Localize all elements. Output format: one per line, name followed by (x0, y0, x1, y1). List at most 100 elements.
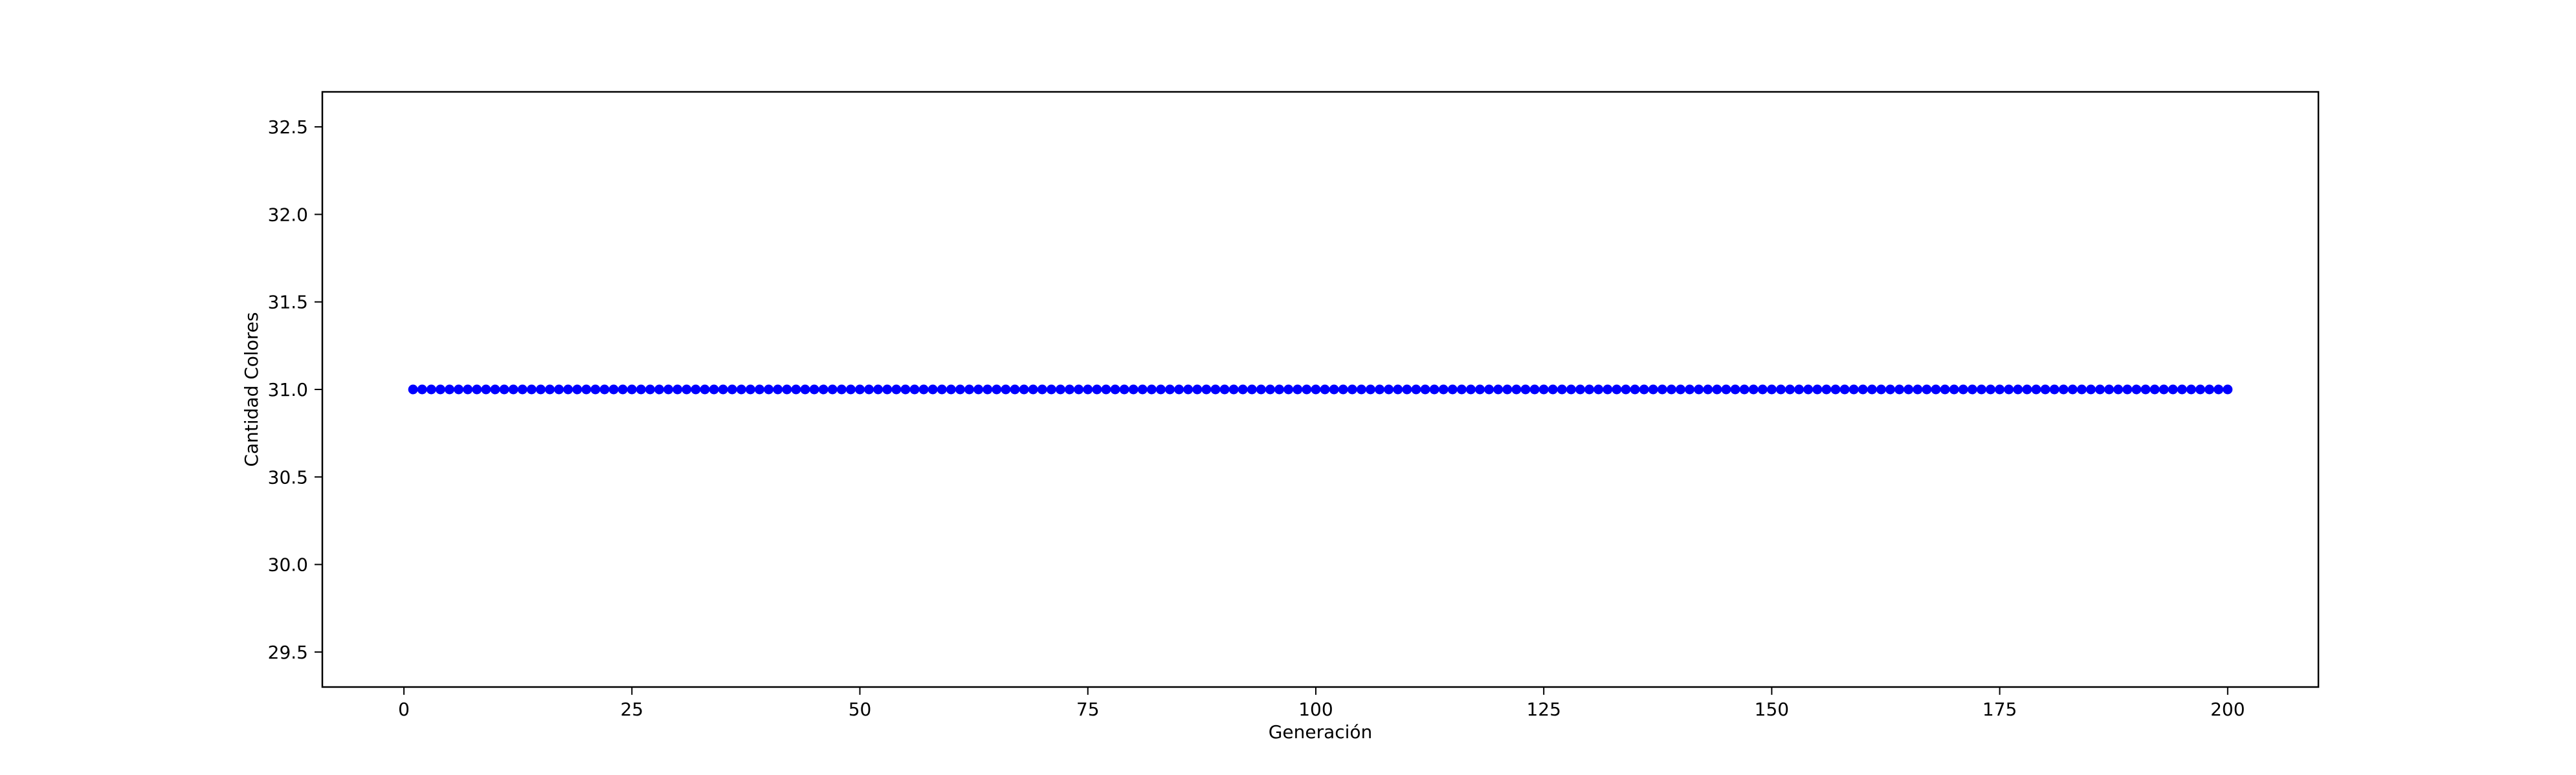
data-point (472, 384, 482, 395)
y-axis: 29.5 30.0 30.5 31.0 31.5 32.0 32.5 (268, 116, 322, 663)
data-point (545, 384, 555, 395)
data-point (964, 384, 975, 395)
data-point (1904, 384, 1914, 395)
data-point (2104, 384, 2115, 395)
data-point (1475, 384, 1485, 395)
data-point (1794, 384, 1804, 395)
data-point (1201, 384, 1212, 395)
data-point (1967, 384, 1977, 395)
data-point (1265, 384, 1276, 395)
data-point (1283, 384, 1294, 395)
data-point (2177, 384, 2187, 395)
data-point (1830, 384, 1841, 395)
data-point (1612, 384, 1622, 395)
data-point (490, 384, 500, 395)
data-point (1219, 384, 1230, 395)
data-point (1110, 384, 1120, 395)
data-point (627, 384, 637, 395)
data-point (2186, 384, 2196, 395)
data-point (1001, 384, 1011, 395)
data-point (1986, 384, 1996, 395)
data-point (1821, 384, 1832, 395)
data-point (1429, 384, 1439, 395)
data-point (1247, 384, 1257, 395)
x-axis: 0 25 50 75 100 125 150 175 200 (398, 687, 2245, 720)
data-point (1293, 384, 1303, 395)
data-point (463, 384, 473, 395)
data-point (1867, 384, 1877, 395)
data-point (2140, 384, 2151, 395)
data-point (1210, 384, 1221, 395)
data-point (1766, 384, 1777, 395)
data-point (700, 384, 710, 395)
data-point (1502, 384, 1513, 395)
data-point (1055, 384, 1065, 395)
data-point (691, 384, 701, 395)
data-point (1019, 384, 1029, 395)
y-tick-label: 31.0 (268, 379, 308, 400)
data-point (1456, 384, 1467, 395)
data-point (818, 384, 828, 395)
data-point (1365, 384, 1375, 395)
data-point (1694, 384, 1704, 395)
data-point (1174, 384, 1184, 395)
data-point (599, 384, 610, 395)
data-point (1347, 384, 1357, 395)
data-point (1785, 384, 1795, 395)
data-point (1657, 384, 1667, 395)
data-point (918, 384, 929, 395)
data-point (1812, 384, 1823, 395)
data-point (1584, 384, 1595, 395)
data-point (1538, 384, 1549, 395)
data-point (590, 384, 601, 395)
data-point (845, 384, 856, 395)
x-tick-label: 100 (1298, 699, 1333, 720)
data-point (572, 384, 583, 395)
data-point (508, 384, 518, 395)
y-axis-label: Cantidad Colores (241, 312, 262, 466)
data-point (927, 384, 938, 395)
data-point (1839, 384, 1850, 395)
data-point (1876, 384, 1886, 395)
data-point (909, 384, 920, 395)
data-point (1630, 384, 1640, 395)
data-point (1447, 384, 1458, 395)
y-tick-label: 30.0 (268, 554, 308, 576)
data-point (1238, 384, 1248, 395)
data-point (454, 384, 464, 395)
x-tick-label: 150 (1755, 699, 1789, 720)
data-point (1775, 384, 1786, 395)
data-point (1438, 384, 1449, 395)
data-point (1557, 384, 1567, 395)
data-point (827, 384, 838, 395)
data-point (1046, 384, 1056, 395)
data-point (445, 384, 455, 395)
data-point (983, 384, 993, 395)
data-point (1566, 384, 1576, 395)
data-point (1311, 384, 1321, 395)
data-point (408, 384, 418, 395)
data-point (1529, 384, 1540, 395)
data-point (608, 384, 619, 395)
x-tick-label: 50 (849, 699, 872, 720)
data-point (2223, 384, 2233, 395)
data-point (1329, 384, 1339, 395)
data-point (2122, 384, 2133, 395)
data-point (2076, 384, 2087, 395)
data-point (481, 384, 491, 395)
data-point (682, 384, 692, 395)
data-point (1411, 384, 1421, 395)
data-point (1712, 384, 1722, 395)
data-point (1137, 384, 1148, 395)
data-point (1484, 384, 1494, 395)
data-point (882, 384, 893, 395)
data-point (791, 384, 801, 395)
data-point (1183, 384, 1194, 395)
data-point (782, 384, 792, 395)
data-point (1128, 384, 1138, 395)
data-point (1256, 384, 1266, 395)
data-point (1119, 384, 1129, 395)
data-point (435, 384, 445, 395)
data-point (2031, 384, 2041, 395)
data-point (709, 384, 719, 395)
